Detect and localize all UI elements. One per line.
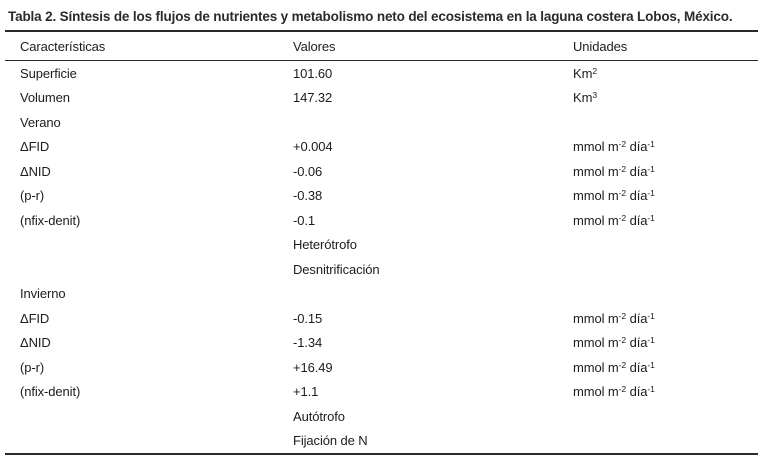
table-row: (p-r) -0.38 mmol m-2 día-1 xyxy=(5,184,758,209)
cell-caracteristica: Volumen xyxy=(20,90,70,106)
cell-unidad: mmol m-2 día-1 xyxy=(573,310,655,326)
cell-valor: 147.32 xyxy=(293,90,333,106)
cell-valor: -0.06 xyxy=(293,163,323,179)
cell-valor: +0.004 xyxy=(293,139,333,155)
cell-unidad: mmol m-2 día-1 xyxy=(573,212,655,228)
table-row: ΔNID -0.06 mmol m-2 día-1 xyxy=(5,159,758,184)
table-row: Verano xyxy=(5,110,758,135)
table-row: (nfix-denit) -0.1 mmol m-2 día-1 xyxy=(5,208,758,233)
cell-valor: Desnitrificación xyxy=(293,261,380,277)
cell-unidad: mmol m-2 día-1 xyxy=(573,384,655,400)
cell-caracteristica: (p-r) xyxy=(20,188,45,204)
cell-unidad: Km2 xyxy=(573,65,597,81)
cell-valor: Autótrofo xyxy=(293,408,345,424)
cell-valor: Fijación de N xyxy=(293,433,368,449)
cell-unidad: mmol m-2 día-1 xyxy=(573,139,655,155)
cell-caracteristica: ΔNID xyxy=(20,163,51,179)
cell-caracteristica: (nfix-denit) xyxy=(20,384,81,400)
cell-caracteristica: Verano xyxy=(20,114,61,130)
cell-caracteristica: (nfix-denit) xyxy=(20,212,81,228)
column-header-valores: Valores xyxy=(293,38,336,54)
cell-valor: +16.49 xyxy=(293,359,333,375)
cell-caracteristica: ΔFID xyxy=(20,310,50,326)
column-header-unidades: Unidades xyxy=(573,38,628,54)
cell-caracteristica: Superficie xyxy=(20,65,77,81)
table-row: Superficie 101.60 Km2 xyxy=(5,61,758,86)
table-row: ΔNID -1.34 mmol m-2 día-1 xyxy=(5,331,758,356)
cell-caracteristica: Invierno xyxy=(20,286,66,302)
cell-valor: -1.34 xyxy=(293,335,323,351)
cell-valor: 101.60 xyxy=(293,65,333,81)
cell-caracteristica: ΔFID xyxy=(20,139,50,155)
cell-unidad: mmol m-2 día-1 xyxy=(573,335,655,351)
table-row: ΔFID +0.004 mmol m-2 día-1 xyxy=(5,135,758,160)
table-caption: Tabla 2. Síntesis de los flujos de nutri… xyxy=(8,9,733,24)
cell-caracteristica: ΔNID xyxy=(20,335,51,351)
cell-valor: Heterótrofo xyxy=(293,237,357,253)
table-row: ΔFID -0.15 mmol m-2 día-1 xyxy=(5,306,758,331)
cell-unidad: mmol m-2 día-1 xyxy=(573,359,655,375)
cell-caracteristica: (p-r) xyxy=(20,359,45,375)
data-table: Características Valores Unidades Superfi… xyxy=(5,30,758,455)
table-row: (p-r) +16.49 mmol m-2 día-1 xyxy=(5,355,758,380)
table-row: Volumen 147.32 Km3 xyxy=(5,86,758,111)
cell-valor: -0.38 xyxy=(293,188,323,204)
table-header-row: Características Valores Unidades xyxy=(5,32,758,61)
cell-unidad: mmol m-2 día-1 xyxy=(573,163,655,179)
cell-valor: -0.1 xyxy=(293,212,316,228)
table-row: Desnitrificación xyxy=(5,257,758,282)
table-row: Autótrofo xyxy=(5,404,758,429)
table-row: Fijación de N xyxy=(5,429,758,454)
cell-valor: -0.15 xyxy=(293,310,323,326)
table-row: Heterótrofo xyxy=(5,233,758,258)
column-header-caracteristicas: Características xyxy=(20,38,106,54)
table-row: Invierno xyxy=(5,282,758,307)
cell-unidad: mmol m-2 día-1 xyxy=(573,188,655,204)
cell-unidad: Km3 xyxy=(573,90,597,106)
cell-valor: +1.1 xyxy=(293,384,319,400)
table-row: (nfix-denit) +1.1 mmol m-2 día-1 xyxy=(5,380,758,405)
